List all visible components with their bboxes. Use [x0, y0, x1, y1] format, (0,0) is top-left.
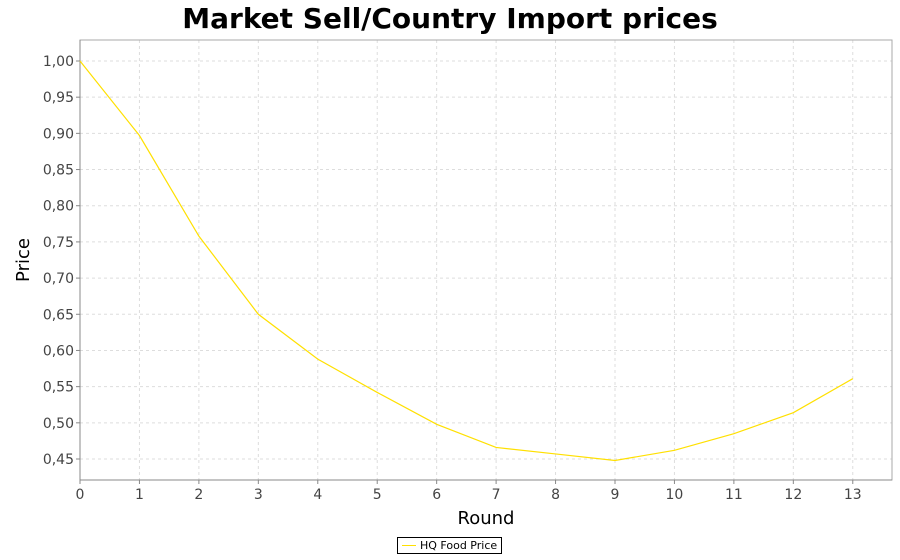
plot-border	[79, 39, 893, 481]
y-tick-label: 0,50	[43, 416, 74, 432]
series-line-hq-food-price	[79, 60, 854, 462]
y-tick-label: 0,65	[43, 307, 74, 323]
y-tick-label: 0,60	[43, 343, 74, 359]
x-tick-label: 5	[373, 487, 382, 503]
grid	[79, 40, 892, 480]
x-axis-label: Round	[458, 508, 515, 529]
x-tick-label: 6	[432, 487, 441, 503]
y-tick-label: 0,75	[43, 235, 74, 251]
chart-title: Market Sell/Country Import prices	[182, 2, 718, 35]
series	[79, 60, 854, 462]
legend-swatch	[402, 545, 416, 546]
x-tick-label: 9	[611, 487, 620, 503]
legend-label: HQ Food Price	[420, 539, 498, 552]
legend: HQ Food Price	[397, 537, 503, 554]
x-tick-label: 12	[784, 487, 802, 503]
x-ticks: 0 1 2 3 4 5 6 7 8 9 10 11 12 13	[76, 480, 862, 503]
x-tick-label: 11	[725, 487, 743, 503]
x-tick-label: 13	[844, 487, 862, 503]
y-tick-label: 0,80	[43, 199, 74, 215]
x-tick-label: 4	[313, 487, 322, 503]
y-tick-label: 0,45	[43, 452, 74, 468]
y-ticks: 0,45 0,50 0,55 0,60 0,65 0,70 0,75 0,80 0,85 0,90…	[43, 54, 80, 468]
x-tick-label: 2	[194, 487, 203, 503]
x-tick-label: 8	[551, 487, 560, 503]
x-tick-label: 7	[492, 487, 501, 503]
y-axis-label: Price	[13, 238, 34, 282]
y-tick-label: 0,55	[43, 380, 74, 396]
x-tick-label: 1	[135, 487, 144, 503]
x-tick-label: 3	[254, 487, 263, 503]
x-tick-label: 10	[666, 487, 684, 503]
x-tick-label: 0	[76, 487, 85, 503]
y-tick-label: 1,00	[43, 54, 74, 70]
y-tick-label: 0,90	[43, 126, 74, 142]
y-tick-label: 0,95	[43, 90, 74, 106]
y-tick-label: 0,85	[43, 163, 74, 179]
y-tick-label: 0,70	[43, 271, 74, 287]
